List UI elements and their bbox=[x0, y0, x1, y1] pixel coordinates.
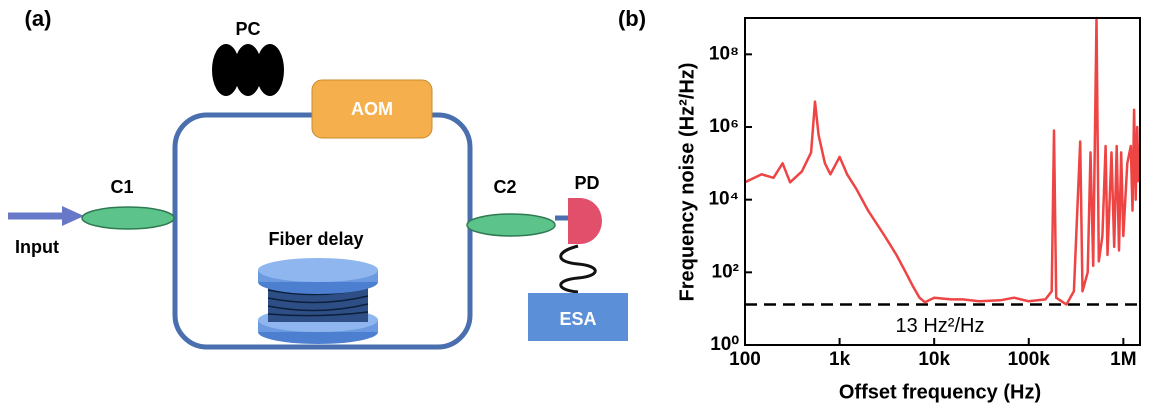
x-axis-title: Offset frequency (Hz) bbox=[839, 381, 1041, 403]
y-tick-label: 10⁶ bbox=[709, 116, 739, 137]
panel-label: (b) bbox=[618, 6, 646, 31]
reference-label: 13 Hz²/Hz bbox=[896, 315, 985, 337]
x-tick-label: 100k bbox=[1008, 349, 1051, 370]
label: Input bbox=[15, 237, 59, 257]
y-tick-label: 10⁰ bbox=[710, 334, 739, 355]
x-tick-label: 1k bbox=[829, 349, 851, 370]
coupler-c1 bbox=[81, 206, 175, 230]
photodiode bbox=[568, 198, 602, 244]
pc-paddle bbox=[234, 44, 262, 96]
label: PD bbox=[574, 173, 599, 193]
label: AOM bbox=[351, 99, 393, 119]
x-tick-label: 100 bbox=[729, 349, 761, 370]
aom-box bbox=[311, 79, 433, 139]
label: C1 bbox=[110, 177, 133, 197]
y-tick-label: 10⁴ bbox=[708, 189, 739, 210]
x-tick-label: 1M bbox=[1110, 349, 1136, 370]
pc-paddle bbox=[212, 44, 240, 96]
fiber-spool bbox=[258, 258, 378, 344]
x-tick-label: 10k bbox=[918, 349, 950, 370]
panel-label: (a) bbox=[25, 6, 52, 31]
label: C2 bbox=[493, 177, 516, 197]
y-axis-title: Frequency noise (Hz²/Hz) bbox=[676, 63, 698, 302]
arrow-head bbox=[62, 206, 84, 226]
cable bbox=[559, 244, 597, 294]
y-tick-label: 10² bbox=[712, 261, 739, 282]
coupler-c2 bbox=[466, 213, 556, 237]
label: Fiber delay bbox=[268, 229, 363, 249]
plot-frame bbox=[744, 17, 1141, 346]
label: ESA bbox=[559, 309, 596, 329]
y-tick-label: 10⁸ bbox=[709, 43, 739, 64]
esa-box bbox=[528, 293, 628, 341]
pc-paddle bbox=[256, 44, 284, 96]
noise-line bbox=[744, 16, 1140, 306]
label: PC bbox=[235, 19, 260, 39]
